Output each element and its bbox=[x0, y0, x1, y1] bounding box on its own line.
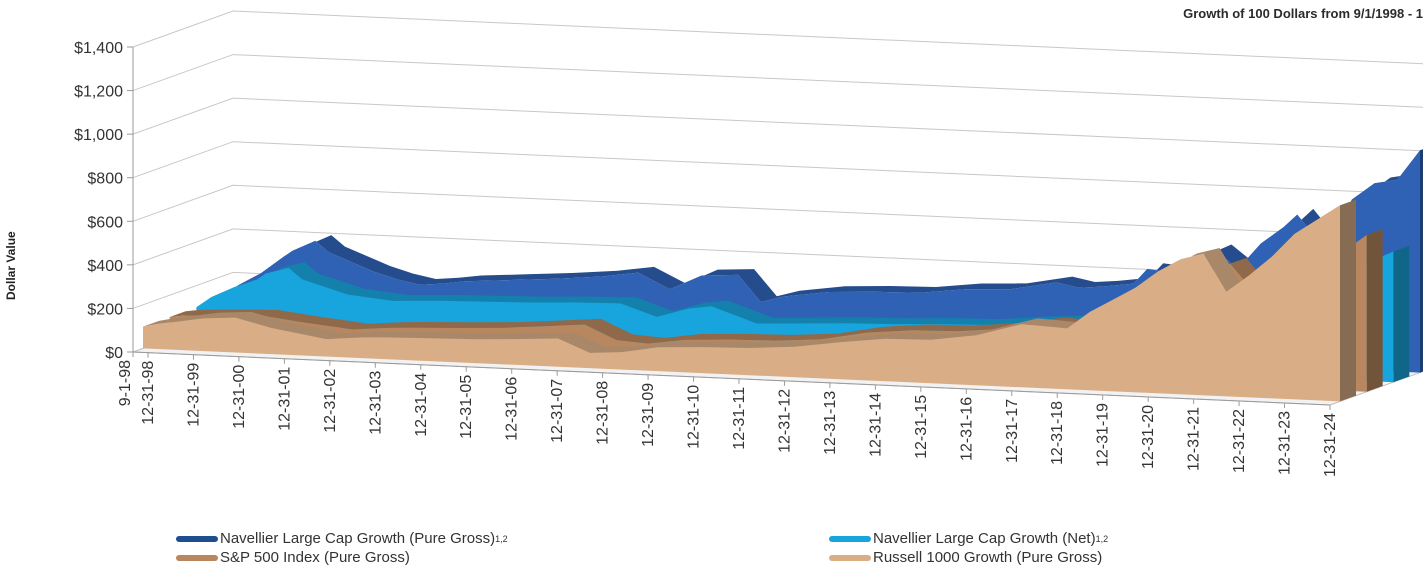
legend-swatch-2 bbox=[176, 554, 218, 561]
x-tick-label-2: 12-31-99 bbox=[185, 363, 202, 427]
y-tick-label-3: $600 bbox=[87, 214, 123, 231]
x-tick-label-3: 12-31-00 bbox=[231, 365, 248, 429]
series-1-side bbox=[1393, 245, 1410, 383]
y-tick-labels: $0 $200 $400 $600 $800 $1,000 $1,200 $1,400 bbox=[74, 40, 133, 362]
gridline-3 bbox=[132, 184, 1423, 239]
x-tick-label-8: 12-31-05 bbox=[458, 375, 475, 439]
legend-swatch-1 bbox=[829, 535, 871, 542]
y-tick-label-1: $200 bbox=[87, 301, 123, 318]
x-tick-label-16: 12-31-13 bbox=[822, 391, 839, 455]
x-tick-label-1: 12-31-98 bbox=[140, 361, 157, 425]
legend-item-1: Navellier Large Cap Growth (Net) 1,2 bbox=[829, 530, 1108, 547]
x-axis-line bbox=[132, 351, 1331, 406]
x-tick-label-26: 12-31-23 bbox=[1277, 411, 1294, 475]
x-tick-label-27: 12-31-24 bbox=[1322, 413, 1339, 477]
legend-label-1: Navellier Large Cap Growth (Net) bbox=[873, 530, 1096, 547]
y-tick-label-6: $1,200 bbox=[74, 84, 123, 101]
gridline-6 bbox=[132, 54, 1423, 108]
y-tick-label-5: $1,000 bbox=[74, 127, 123, 144]
legend-sup-1: 1,2 bbox=[1095, 533, 1109, 544]
x-tick-label-20: 12-31-17 bbox=[1004, 399, 1021, 463]
legend-sup-0: 1,2 bbox=[495, 533, 508, 544]
y-tick-label-0: $0 bbox=[105, 345, 123, 362]
x-tick-label-12: 12-31-09 bbox=[640, 383, 657, 447]
x-tick-label-9: 12-31-06 bbox=[504, 377, 521, 441]
legend-swatch-0 bbox=[176, 535, 218, 542]
legend-item-0: Navellier Large Cap Growth (Pure Gross) 1… bbox=[176, 530, 508, 547]
x-tick-labels: 9-1-98 12-31-98 12-31-99 12-31-00 12-31-01 12… bbox=[117, 352, 1339, 477]
x-tick-label-0: 9-1-98 bbox=[117, 360, 134, 406]
series-0-side bbox=[1420, 149, 1423, 373]
x-tick-label-18: 12-31-15 bbox=[913, 395, 930, 459]
x-tick-label-25: 12-31-22 bbox=[1231, 409, 1248, 473]
chart-title: Growth of 100 Dollars from 9/1/1998 - 1 bbox=[1183, 6, 1423, 21]
legend-label-0: Navellier Large Cap Growth (Pure Gross) bbox=[220, 530, 496, 547]
gridline-4 bbox=[132, 141, 1423, 195]
x-tick-label-21: 12-31-18 bbox=[1049, 401, 1066, 465]
x-tick-label-22: 12-31-19 bbox=[1095, 403, 1112, 467]
x-tick-label-17: 12-31-14 bbox=[867, 393, 884, 457]
series-layer bbox=[143, 149, 1423, 402]
gridline-5 bbox=[132, 97, 1423, 152]
legend-item-2: S&P 500 Index (Pure Gross) bbox=[176, 549, 410, 566]
x-tick-label-14: 12-31-11 bbox=[731, 387, 748, 450]
x-tick-label-24: 12-31-21 bbox=[1186, 407, 1203, 471]
x-tick-label-13: 12-31-10 bbox=[686, 385, 703, 449]
series-2-side bbox=[1366, 229, 1383, 392]
y-tick-label-4: $800 bbox=[87, 171, 123, 188]
x-tick-label-6: 12-31-03 bbox=[367, 371, 384, 435]
legend-label-3: Russell 1000 Growth (Pure Gross) bbox=[873, 549, 1103, 566]
x-tick-label-23: 12-31-20 bbox=[1140, 405, 1157, 469]
series-3-area bbox=[143, 205, 1340, 402]
x-tick-label-5: 12-31-02 bbox=[322, 369, 339, 433]
x-tick-label-15: 12-31-12 bbox=[776, 389, 793, 453]
x-tick-label-10: 12-31-07 bbox=[549, 379, 566, 443]
legend-item-3: Russell 1000 Growth (Pure Gross) bbox=[829, 549, 1102, 566]
x-tick-label-4: 12-31-01 bbox=[276, 367, 293, 431]
x-tick-label-7: 12-31-04 bbox=[413, 373, 430, 437]
legend-label-2: S&P 500 Index (Pure Gross) bbox=[220, 549, 410, 566]
y-tick-label-7: $1,400 bbox=[74, 40, 123, 57]
gridline-2 bbox=[132, 228, 1423, 283]
gridline-7 bbox=[132, 10, 1423, 65]
x-tick-label-11: 12-31-08 bbox=[595, 381, 612, 445]
series-3 bbox=[143, 199, 1356, 402]
legend-swatch-3 bbox=[829, 554, 871, 561]
y-tick-label-2: $400 bbox=[87, 258, 123, 275]
series-3-side bbox=[1340, 199, 1356, 402]
x-tick-label-19: 12-31-16 bbox=[958, 397, 975, 461]
